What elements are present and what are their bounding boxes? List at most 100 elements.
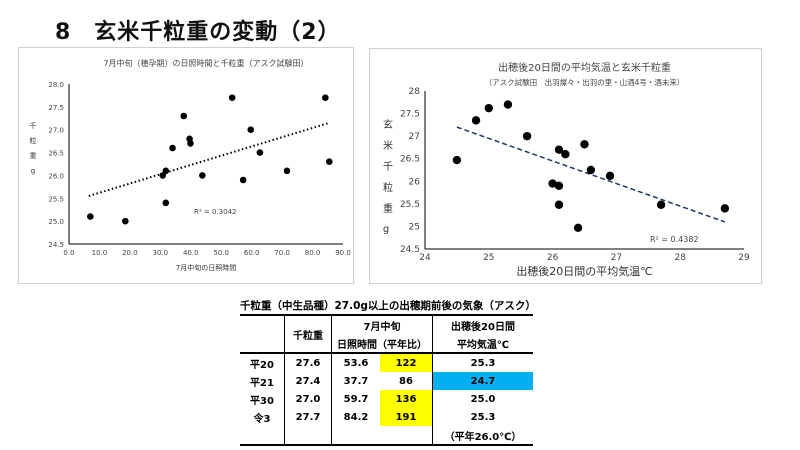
y-tick-label: 24.5: [400, 245, 420, 255]
trend-line: [456, 126, 726, 223]
y-tick-label: 26.5: [400, 155, 420, 165]
data-point: [554, 145, 564, 154]
y-tick-label: 25.0: [48, 218, 64, 226]
row-ratio: 191: [380, 408, 433, 426]
trend-line: [88, 121, 330, 197]
data-point: [283, 167, 291, 175]
data-point: [548, 179, 557, 188]
data-point: [256, 149, 264, 156]
data-point: [326, 158, 333, 166]
row-weight: 27.7: [284, 408, 332, 426]
data-point: [162, 199, 170, 207]
data-point: [247, 126, 255, 134]
row-ratio: 122: [380, 353, 433, 372]
data-point: [87, 213, 94, 220]
x-tick-label: 70.0: [274, 249, 290, 257]
row-weight: 27.0: [284, 390, 332, 408]
sunshine-chart: 7月中旬（穂孕期）の日照時間と千粒重（アスク試験田） 24.5 25.0 25.5 26…: [18, 47, 354, 284]
x-tick-label: 90.0: [335, 249, 351, 257]
table-row: 平30 27.0 59.7 136 25.0: [240, 390, 533, 408]
y-tick-label: 27.5: [400, 110, 420, 120]
x-tick-label: 50.0: [213, 249, 229, 257]
data-point: [656, 200, 666, 209]
x-axis-label: 7月中旬の日照時間: [176, 263, 236, 272]
data-point: [554, 181, 564, 190]
row-ratio: 136: [380, 390, 433, 408]
header-mid-july: 7月中旬: [331, 315, 433, 334]
y-tick-label: 25: [409, 222, 420, 232]
row-temp: 25.3: [432, 408, 533, 426]
header-after: 出穂後20日間: [432, 315, 533, 334]
chart-subtitle: （アスク試験田 出羽燦々・出羽の里・山酒4号・酒未来）: [485, 77, 685, 87]
data-point: [580, 140, 589, 149]
x-tick-label: 80.0: [305, 249, 321, 257]
y-axis-label: 玄米千粒重g: [381, 118, 393, 246]
data-point: [586, 165, 596, 175]
y-axis-label: 千粒重g: [29, 121, 37, 183]
data-point: [503, 100, 513, 109]
row-hours: 84.2: [331, 408, 380, 426]
data-point: [228, 94, 236, 102]
row-hours: 59.7: [331, 390, 380, 408]
data-point: [561, 150, 570, 159]
page-title: 8 玄米千粒重の変動（2）: [55, 20, 341, 45]
header-weight: 千粒重: [284, 315, 332, 353]
x-tick-label: 30.0: [153, 249, 169, 257]
y-tick-label: 26: [409, 177, 421, 187]
y-tick-label: 27.5: [48, 104, 64, 112]
row-temp: 25.3: [432, 353, 533, 372]
row-temp: 24.7: [432, 372, 533, 390]
row-hours: 37.7: [331, 372, 380, 390]
data-point: [471, 116, 481, 125]
row-weight: 27.4: [284, 372, 332, 390]
data-point: [522, 131, 532, 141]
y-tick-label: 28.0: [48, 81, 64, 89]
row-year: 平30: [250, 395, 274, 407]
y-tick-label: 26.5: [48, 150, 64, 158]
r-squared-label: R² = 0.3042: [194, 208, 236, 216]
row-year: 平20: [250, 359, 274, 371]
data-point: [484, 103, 493, 113]
y-tick-label: 27.0: [48, 127, 64, 135]
x-axis-label: 出穂後20日間の平均気温℃: [516, 264, 652, 278]
row-hours: 53.6: [331, 353, 380, 372]
x-tick-label: 28: [674, 253, 686, 263]
table-title: 千粒重（中生品種）27.0g以上の出穂期前後の気象（アスク）: [240, 300, 536, 312]
y-tick-label: 28: [409, 87, 421, 97]
weather-table: 千粒重 7月中旬 出穂後20日間 日照時間（平年比） 平均気温℃ 平20 27.…: [240, 314, 533, 446]
x-tick-label: 29: [738, 253, 750, 263]
row-temp: 25.0: [432, 390, 533, 408]
table-row: 平20 27.6 53.6 122 25.3: [240, 353, 533, 372]
table-row: 平21 27.4 37.7 86 24.7: [240, 372, 533, 390]
normal-temp-note: （平年26.0℃）: [432, 426, 533, 445]
row-ratio: 86: [399, 375, 413, 387]
x-tick-label: 40.0: [183, 249, 199, 257]
x-tick-label: 26: [547, 253, 559, 263]
y-tick-label: 27: [409, 132, 420, 142]
x-tick-label: 24: [419, 253, 431, 263]
chart-title: 出穂後20日間の平均気温と玄米千粒重: [498, 61, 671, 74]
r-squared-label: R² = 0.4382: [650, 235, 699, 244]
chart-title: 7月中旬（穂孕期）の日照時間と千粒重（アスク試験田）: [103, 58, 308, 68]
data-point: [573, 223, 583, 232]
x-tick-label: 60.0: [244, 249, 260, 257]
data-point: [187, 140, 194, 147]
x-tick-label: 0.0: [63, 249, 74, 257]
data-point: [162, 167, 170, 175]
row-weight: 27.6: [284, 353, 332, 372]
y-tick-label: 26.0: [48, 172, 64, 180]
row-year: 平21: [250, 377, 274, 389]
temperature-chart: 出穂後20日間の平均気温と玄米千粒重 （アスク試験田 出羽燦々・出羽の里・山酒4号…: [369, 48, 762, 284]
table-row: 令3 27.7 84.2 191 25.3: [240, 408, 533, 426]
data-point: [169, 144, 176, 152]
data-point: [452, 155, 462, 165]
x-tick-label: 25: [483, 253, 494, 263]
data-point: [554, 200, 564, 209]
data-point: [322, 94, 329, 102]
x-tick-label: 27: [611, 253, 622, 263]
x-tick-label: 20.0: [122, 249, 138, 257]
y-tick-label: 25.5: [400, 200, 420, 210]
data-point: [239, 176, 247, 184]
data-point: [720, 204, 730, 213]
y-tick-label: 25.5: [48, 195, 64, 203]
